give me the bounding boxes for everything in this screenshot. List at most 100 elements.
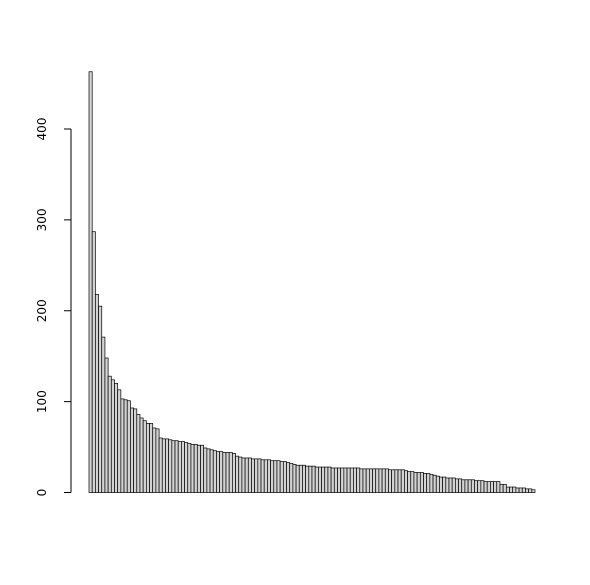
bar — [95, 294, 99, 493]
bar — [455, 478, 459, 493]
bar — [321, 466, 326, 493]
bar — [397, 469, 402, 493]
bar — [101, 336, 106, 493]
bar — [362, 468, 367, 493]
bar — [149, 423, 154, 493]
bar — [365, 468, 370, 493]
bar — [209, 449, 214, 493]
bar — [413, 472, 418, 493]
bar — [286, 462, 291, 493]
y-axis: 0 100 200 300 400 — [35, 118, 72, 497]
bar — [302, 464, 306, 493]
bar — [359, 468, 364, 493]
bar — [184, 442, 189, 493]
bar — [206, 448, 211, 493]
bar — [451, 477, 456, 493]
bar — [314, 466, 319, 493]
bar — [502, 483, 507, 493]
bar — [282, 461, 287, 493]
bar — [333, 467, 338, 493]
bar — [486, 481, 491, 493]
bar — [368, 468, 373, 493]
bar — [222, 452, 227, 493]
bar — [432, 474, 437, 493]
bar — [289, 463, 294, 493]
bar — [228, 452, 233, 493]
bar — [426, 473, 431, 493]
bar — [235, 455, 240, 493]
bar — [490, 481, 494, 493]
bar — [190, 443, 195, 493]
bar — [496, 481, 501, 493]
bar-series — [88, 71, 536, 493]
bar — [483, 481, 488, 493]
bar — [152, 427, 157, 493]
bar — [168, 439, 173, 493]
bar — [458, 478, 463, 493]
bar — [254, 458, 259, 493]
bar — [260, 459, 265, 493]
bar — [292, 463, 297, 493]
bar — [193, 443, 198, 493]
bar — [337, 467, 342, 493]
bar — [114, 383, 119, 493]
bar — [318, 466, 322, 493]
y-tick-label: 100 — [35, 390, 49, 413]
bar — [404, 470, 408, 493]
bar — [139, 417, 144, 493]
y-tick-label: 0 — [35, 489, 49, 497]
bar — [104, 357, 109, 493]
bar — [330, 467, 335, 493]
bar — [480, 480, 485, 493]
bar — [343, 467, 348, 493]
bar — [165, 438, 170, 493]
bar — [505, 486, 510, 493]
bar — [305, 465, 310, 493]
bar — [423, 473, 428, 493]
bar — [232, 453, 236, 493]
bar — [136, 414, 141, 493]
bar — [279, 461, 284, 493]
bar — [375, 468, 380, 493]
bar — [308, 465, 313, 493]
y-tick-label: 200 — [35, 299, 49, 322]
bar — [353, 467, 357, 493]
bar — [225, 452, 230, 493]
bar — [267, 459, 271, 493]
bar — [88, 71, 93, 493]
bar — [311, 465, 316, 493]
bar — [518, 487, 523, 493]
bar — [448, 477, 453, 493]
bar — [203, 447, 208, 493]
bar — [435, 475, 440, 493]
bar — [133, 408, 138, 493]
bar — [142, 420, 147, 493]
bar — [439, 476, 443, 493]
bar — [477, 480, 482, 493]
bar — [273, 460, 278, 493]
bar — [270, 460, 275, 493]
bar — [394, 469, 399, 493]
bar — [474, 480, 479, 493]
bar — [372, 468, 377, 493]
bar — [216, 451, 220, 493]
bar — [525, 488, 529, 493]
bar — [327, 466, 332, 493]
bar — [91, 231, 96, 493]
y-tick-label: 400 — [35, 118, 49, 141]
bar — [251, 458, 256, 493]
bar — [238, 456, 243, 493]
bar — [276, 460, 281, 493]
bar — [171, 440, 176, 493]
bar — [378, 468, 383, 493]
y-tick-label: 300 — [35, 208, 49, 231]
bar — [257, 458, 262, 493]
bar — [158, 437, 163, 493]
bar — [515, 487, 520, 493]
bar — [130, 407, 134, 493]
bar — [98, 305, 103, 493]
bar — [521, 487, 526, 493]
bar — [117, 389, 122, 493]
bar — [145, 423, 150, 493]
bar — [384, 468, 389, 493]
